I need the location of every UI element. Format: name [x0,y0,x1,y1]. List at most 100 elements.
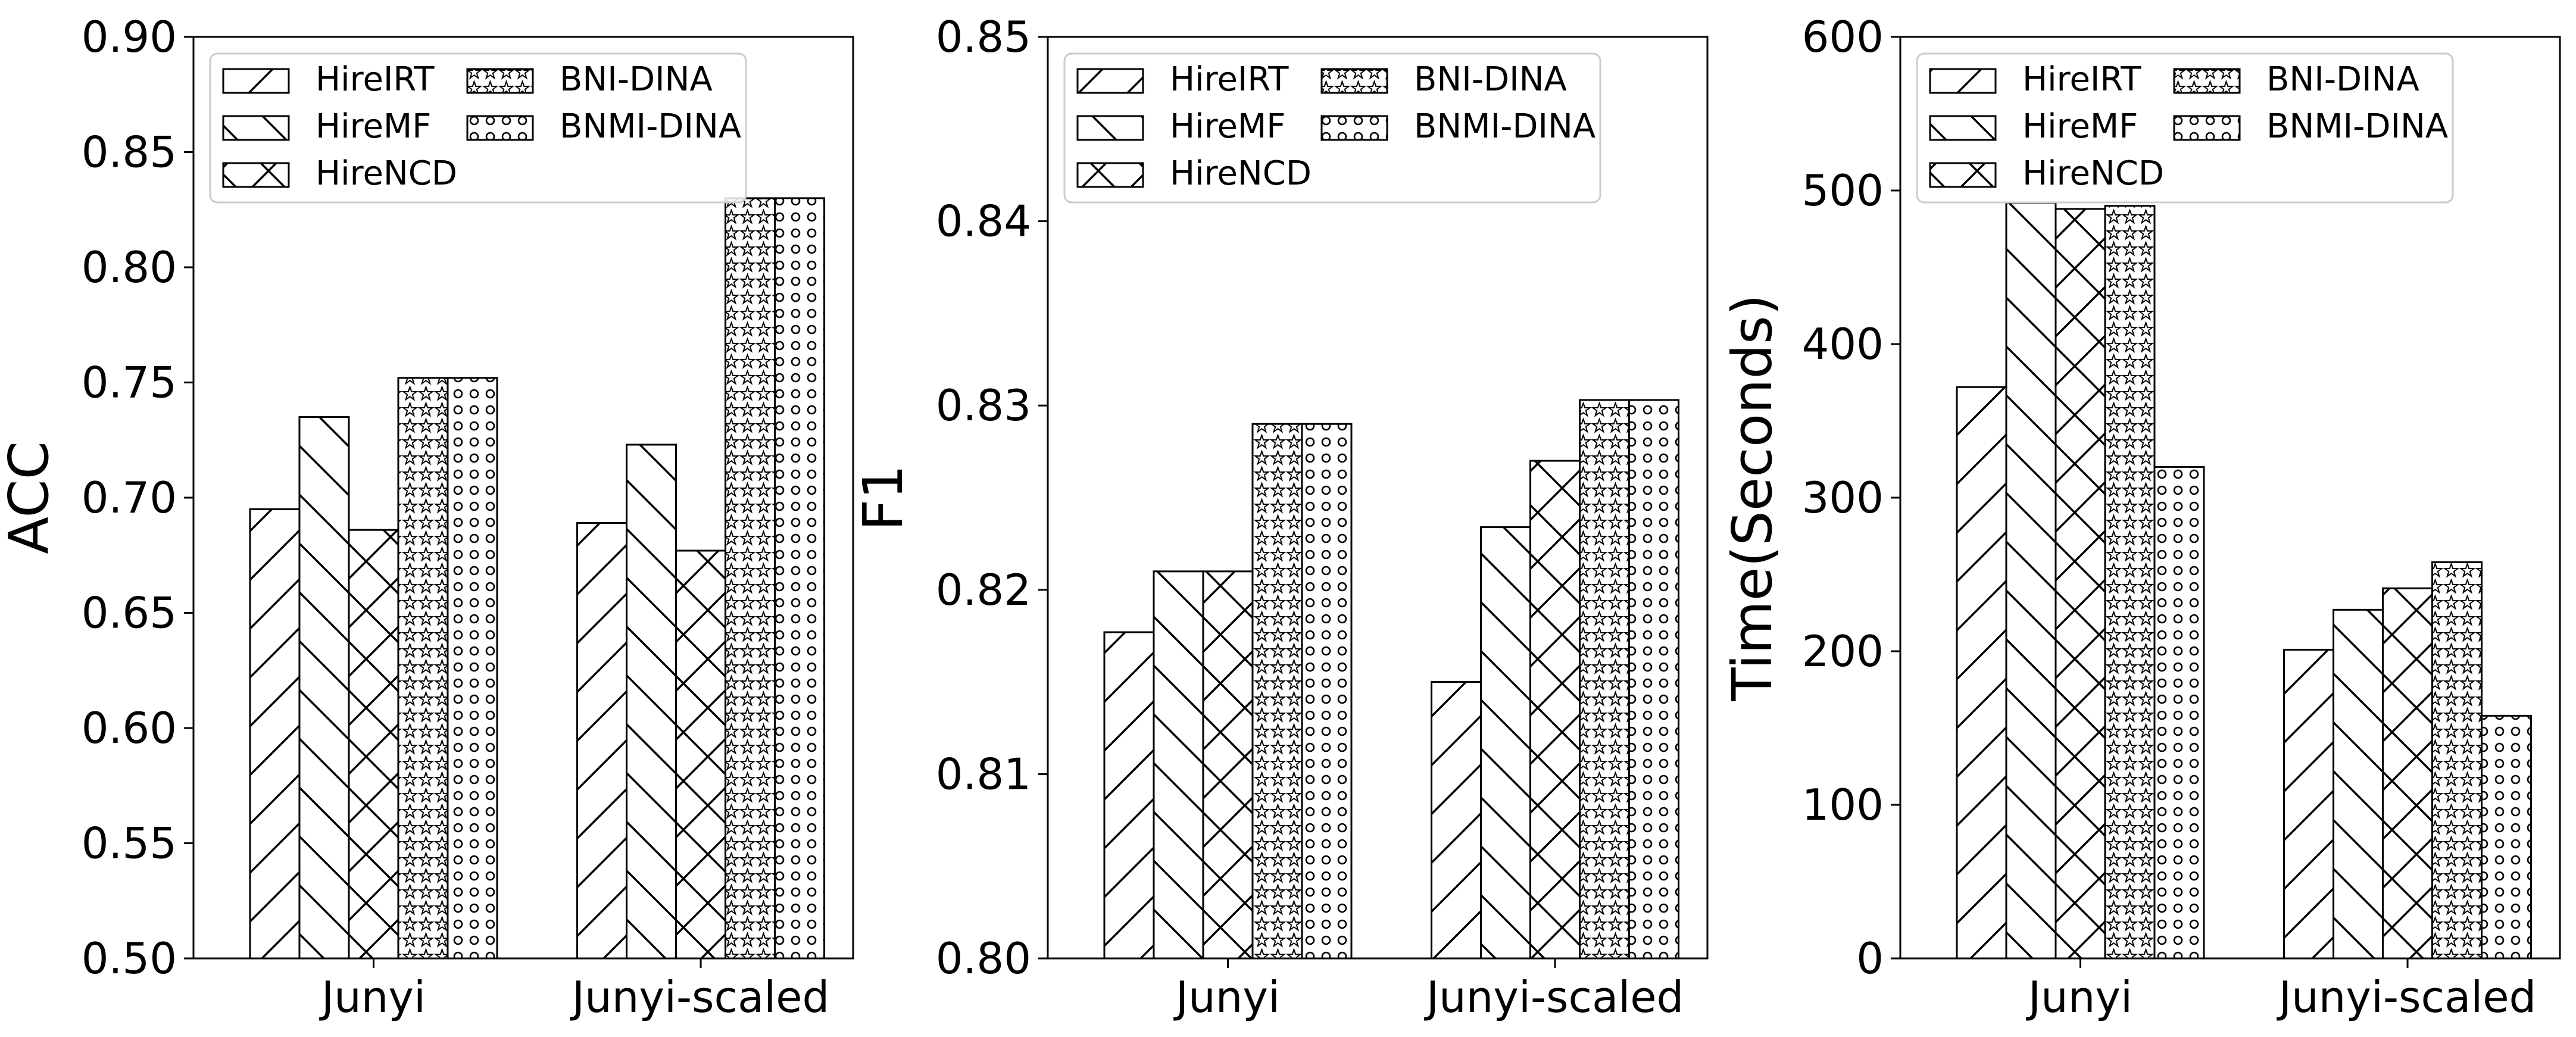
chart-panel-1: 0.50 0.55 0.60 0.65 0.70 0.75 0.80 0.85 0.90 Juny… [0,12,854,1022]
legend-label-hiremf: HireMF [2022,107,2138,146]
y-tick-label: 0.75 [82,358,177,408]
legend-swatch-bnmi-dina [466,115,534,141]
bar-bnmi-dina-junyi [1301,423,1353,960]
bar-hiremf-junyi-scaled [626,443,677,960]
x-tick-label: Junyi-scaled [1424,972,1684,1022]
bar-hirencd-junyi-scaled [2382,587,2434,960]
legend-label-bni-dina: BNI-DINA [1414,60,1567,99]
y-axis-label: F1 [851,464,915,530]
legend-swatch-bni-dina [466,68,534,94]
y-tick-label: 0.85 [936,12,1031,62]
y-axis-label: ACC [0,441,61,554]
legend-label-bni-dina: BNI-DINA [2266,60,2419,99]
y-tick-label: 0.83 [936,380,1031,430]
legend: HireIRT HireMF HireNCD BNI-DINA BNMI-DINA [1063,52,1601,204]
bar-hirencd-junyi-scaled [675,549,727,960]
bar-hiremf-junyi-scaled [1480,526,1532,960]
legend-label-bni-dina: BNI-DINA [560,60,713,99]
legend-swatch-hirencd [222,162,290,188]
legend-swatch-hireirt [222,68,290,94]
bar-hireirt-junyi [1103,631,1155,960]
bar-hireirt-junyi [1956,386,2007,960]
y-tick-label: 0.70 [82,473,177,523]
y-tick-label: 0.50 [82,933,177,983]
bar-bnmi-dina-junyi-scaled [1628,399,1680,960]
bar-hiremf-junyi [298,416,350,960]
y-tick-label: 0.60 [82,703,177,753]
y-tick-label: 0.85 [82,127,177,177]
bar-hiremf-junyi [2005,202,2057,960]
x-tick-label: Junyi-scaled [570,972,829,1022]
y-tick-label: 200 [1802,626,1884,676]
y-tick-label: 500 [1802,165,1884,215]
bar-bni-dina-junyi-scaled [2431,561,2483,960]
legend-label-bnmi-dina: BNMI-DINA [560,107,741,146]
legend-label-hiremf: HireMF [316,107,431,146]
x-tick-label: Junyi [1173,972,1280,1022]
legend-label-hirencd: HireNCD [2022,154,2164,193]
legend-swatch-hireirt [1929,68,1997,94]
y-tick-label: 0 [1856,933,1884,983]
legend-swatch-bni-dina [1320,68,1388,94]
bar-hirencd-junyi-scaled [1529,460,1581,960]
bar-bnmi-dina-junyi [2153,466,2205,960]
legend-swatch-hiremf [222,115,290,141]
y-tick-label: 0.80 [82,242,177,292]
bar-hirencd-junyi [348,529,399,960]
legend-label-hiremf: HireMF [1170,107,1285,146]
y-tick-label: 0.90 [82,12,177,62]
chart-panel-3: 0 100 200 300 400 500 600 Junyi Junyi-scaled Time… [1721,12,2561,1022]
legend-swatch-bnmi-dina [1320,115,1388,141]
y-tick-label: 300 [1802,473,1884,523]
y-axis-label: Time(Seconds) [1721,294,1784,701]
bar-bni-dina-junyi [1251,423,1303,960]
x-tick-label: Junyi [319,972,426,1022]
y-tick-label: 600 [1802,12,1884,62]
legend-swatch-hirencd [1076,162,1144,188]
bar-hiremf-junyi-scaled [2333,608,2384,960]
bar-hirencd-junyi [2054,208,2106,960]
legend-label-hireirt: HireIRT [1170,60,1289,99]
bars [1956,202,2533,960]
y-tick-label: 0.84 [936,196,1031,246]
legend-swatch-bnmi-dina [2173,115,2241,141]
bar-hireirt-junyi [249,508,301,960]
legend: HireIRT HireMF HireNCD BNI-DINA BNMI-DINA [1916,52,2454,204]
bar-bni-dina-junyi-scaled [725,197,776,960]
legend-label-hireirt: HireIRT [316,60,435,99]
chart-panel-2: 0.80 0.81 0.82 0.83 0.84 0.85 Junyi Junyi-scale… [851,12,1709,1022]
y-tick-label: 0.65 [82,588,177,638]
legend-label-bnmi-dina: BNMI-DINA [2266,107,2448,146]
legend-label-hirencd: HireNCD [1170,154,1312,193]
plot-frame [1047,36,1709,960]
legend: HireIRT HireMF HireNCD BNI-DINA BNMI-DINA [209,52,747,204]
bar-bni-dina-junyi [397,377,449,960]
y-tick-label: 0.55 [82,819,177,869]
legend-swatch-hiremf [1076,115,1144,141]
y-tick-label: 0.81 [936,749,1031,799]
bar-hireirt-junyi-scaled [2283,648,2335,960]
y-tick-label: 0.80 [936,933,1031,983]
bar-hireirt-junyi-scaled [576,522,628,960]
x-tick-label: Junyi-scaled [2277,972,2536,1022]
bar-hiremf-junyi [1153,570,1204,960]
legend-label-hirencd: HireNCD [316,154,457,193]
legend-label-hireirt: HireIRT [2022,60,2141,99]
bar-bni-dina-junyi-scaled [1579,399,1631,960]
legend-swatch-bni-dina [2173,68,2241,94]
bars [1103,399,1680,960]
legend-label-bnmi-dina: BNMI-DINA [1414,107,1595,146]
y-tick-label: 400 [1802,319,1884,369]
bar-bnmi-dina-junyi [446,377,498,960]
y-tick-label: 0.82 [936,565,1031,615]
y-tick-label: 100 [1802,780,1884,830]
bar-bni-dina-junyi [2104,205,2156,960]
bar-bnmi-dina-junyi-scaled [774,197,826,960]
bar-hireirt-junyi-scaled [1431,681,1482,960]
legend-swatch-hireirt [1076,68,1144,94]
bars [249,197,826,960]
legend-swatch-hiremf [1929,115,1997,141]
legend-swatch-hirencd [1929,162,1997,188]
bar-bnmi-dina-junyi-scaled [2481,714,2533,960]
